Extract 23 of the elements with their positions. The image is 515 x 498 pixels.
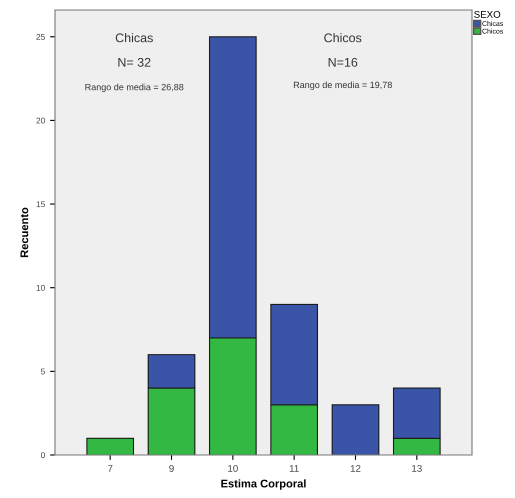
annotation: Rango de media = 26,88 xyxy=(85,84,184,92)
x-tick-label: 9 xyxy=(169,464,174,472)
x-tick-label: 10 xyxy=(228,464,238,472)
x-axis-title: Estima Corporal xyxy=(221,479,306,490)
annotation: Rango de media = 19,78 xyxy=(294,81,392,90)
y-tick-label: 5 xyxy=(40,368,45,374)
y-tick-label: 15 xyxy=(36,201,45,208)
legend-title: SEXO xyxy=(474,10,500,18)
annotation: N=16 xyxy=(328,58,358,67)
y-axis-title: Recuento xyxy=(20,208,28,258)
y-tick-label: 0 xyxy=(40,452,45,458)
x-tick-label: 7 xyxy=(108,465,112,472)
y-tick-label: 10 xyxy=(36,284,45,291)
y-tick-label: 20 xyxy=(36,118,45,124)
x-tick-label: 11 xyxy=(290,465,299,472)
y-tick-label: 25 xyxy=(36,34,45,40)
annotation: Chicos xyxy=(324,33,362,42)
x-tick-label: 13 xyxy=(412,464,422,472)
annotation: Chicas xyxy=(116,33,153,42)
annotation: N= 32 xyxy=(118,58,150,67)
bar xyxy=(332,404,380,455)
bar xyxy=(86,438,134,455)
x-tick-label: 12 xyxy=(350,464,360,472)
